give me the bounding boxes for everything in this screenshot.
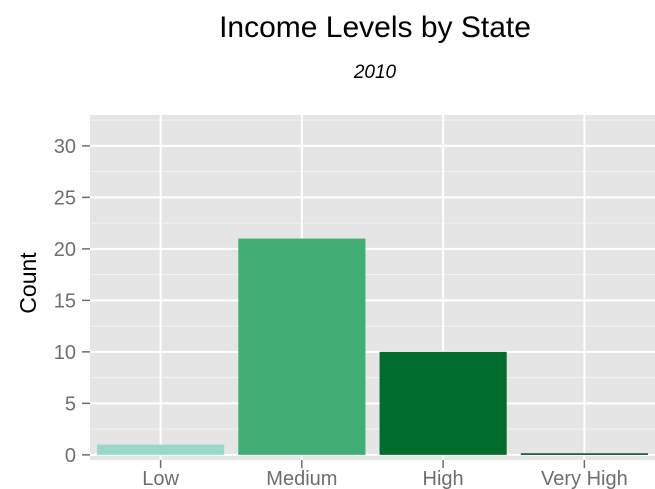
y-axis-label: Count	[15, 252, 41, 314]
y-tick-label: 30	[54, 136, 76, 158]
major-gridlines	[90, 115, 655, 460]
minor-gridlines	[90, 119, 655, 430]
y-tick-label: 25	[54, 187, 76, 209]
y-tick-label: 10	[54, 342, 76, 364]
bar-medium	[238, 238, 366, 455]
y-tick-label: 0	[65, 445, 76, 467]
chart-subtitle: 2010	[353, 62, 397, 83]
y-axis: 0 5 10 15 20 25 30	[54, 136, 90, 467]
y-tick-label: 15	[54, 290, 76, 312]
x-tick-label: High	[423, 468, 464, 489]
x-tick-label: Medium	[266, 468, 337, 489]
x-tick-label: Very High	[541, 468, 628, 489]
bars	[97, 238, 648, 455]
x-tick-label: Low	[142, 468, 179, 489]
x-axis: Low Medium High Very High	[142, 460, 628, 489]
chart-title: Income Levels by State	[219, 11, 531, 44]
bar-low	[97, 444, 225, 455]
y-tick-label: 5	[65, 393, 76, 415]
bar-very-high	[520, 453, 648, 455]
bar-high	[379, 351, 507, 455]
y-tick-label: 20	[54, 239, 76, 261]
plot-panel	[90, 115, 655, 460]
